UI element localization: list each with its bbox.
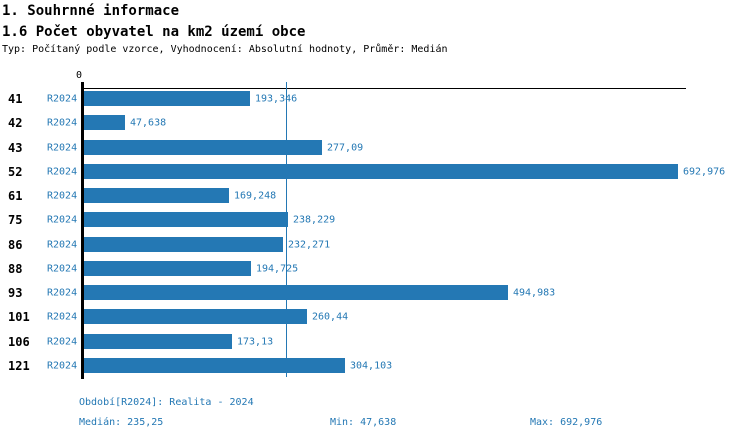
chart-row: 121 R2024 304,103 (0, 358, 750, 373)
bar (84, 140, 322, 155)
row-category-label: 106 (8, 334, 30, 349)
bar-value-label: 47,638 (130, 117, 167, 128)
row-series-label: R2024 (47, 263, 78, 274)
row-category-label: 61 (8, 188, 23, 203)
bar (84, 115, 125, 130)
bar-value-label: 260,44 (312, 311, 349, 322)
bar-value-label: 173,13 (237, 336, 274, 347)
bar (84, 334, 232, 349)
bar (84, 261, 251, 276)
row-series-label: R2024 (47, 311, 78, 322)
bar-value-label: 304,103 (350, 360, 393, 371)
row-category-label: 43 (8, 140, 23, 155)
bar (84, 358, 345, 373)
bar-value-label: 169,248 (234, 190, 277, 201)
row-series-label: R2024 (47, 190, 78, 201)
row-series-label: R2024 (47, 142, 78, 153)
chart-row: 106 R2024 173,13 (0, 334, 750, 349)
row-series-label: R2024 (47, 336, 78, 347)
footer-period-label: Období[R2024]: Realita - 2024 (79, 397, 254, 408)
footer-max-label: Max: 692,976 (530, 417, 603, 428)
bar (84, 285, 508, 300)
bar (84, 164, 678, 179)
row-series-label: R2024 (47, 117, 78, 128)
bar (84, 237, 283, 252)
bar-value-label: 277,09 (327, 142, 364, 153)
row-series-label: R2024 (47, 166, 78, 177)
bar (84, 212, 288, 227)
row-category-label: 121 (8, 358, 30, 373)
row-category-label: 41 (8, 91, 23, 106)
chart-row: 43 R2024 277,09 (0, 140, 750, 155)
bar-value-label: 692,976 (683, 166, 726, 177)
y-axis-line (81, 82, 84, 379)
chart-row: 101 R2024 260,44 (0, 309, 750, 324)
row-category-label: 86 (8, 237, 23, 252)
chart-row: 61 R2024 169,248 (0, 188, 750, 203)
bar-value-label: 232,271 (288, 239, 331, 250)
chart-row: 52 R2024 692,976 (0, 164, 750, 179)
chart-subtitle: Typ: Počítaný podle vzorce, Vyhodnocení:… (2, 44, 448, 55)
row-series-label: R2024 (47, 93, 78, 104)
row-series-label: R2024 (47, 360, 78, 371)
chart-row: 86 R2024 232,271 (0, 237, 750, 252)
chart-row: 41 R2024 193,346 (0, 91, 750, 106)
row-category-label: 75 (8, 212, 23, 227)
median-line (286, 82, 287, 377)
row-category-label: 88 (8, 261, 23, 276)
chart-row: 75 R2024 238,229 (0, 212, 750, 227)
row-category-label: 93 (8, 285, 23, 300)
bar (84, 91, 250, 106)
chart-title: 1.6 Počet obyvatel na km2 území obce (2, 24, 306, 40)
bar (84, 309, 307, 324)
bar-value-label: 193,346 (255, 93, 298, 104)
bar-value-label: 238,229 (293, 214, 336, 225)
chart-row: 42 R2024 47,638 (0, 115, 750, 130)
row-series-label: R2024 (47, 287, 78, 298)
footer-min-label: Min: 47,638 (330, 417, 397, 428)
bar-value-label: 494,983 (513, 287, 556, 298)
chart-row: 88 R2024 194,725 (0, 261, 750, 276)
chart-row: 93 R2024 494,983 (0, 285, 750, 300)
report-section-title: 1. Souhrnné informace (2, 3, 180, 19)
x-axis-zero-label: 0 (76, 70, 83, 81)
row-category-label: 42 (8, 115, 23, 130)
bar-value-label: 194,725 (256, 263, 299, 274)
row-series-label: R2024 (47, 214, 78, 225)
x-axis-line (84, 88, 686, 89)
row-category-label: 101 (8, 309, 30, 324)
footer-median-label: Medián: 235,25 (79, 417, 164, 428)
bar (84, 188, 229, 203)
row-series-label: R2024 (47, 239, 78, 250)
row-category-label: 52 (8, 164, 23, 179)
